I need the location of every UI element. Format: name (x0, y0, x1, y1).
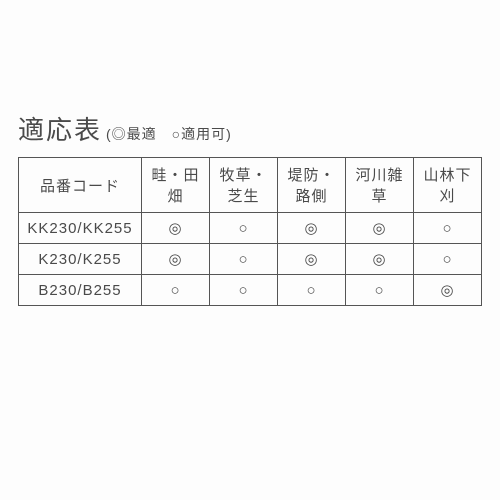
col-river: 河川雑草 (346, 158, 414, 213)
cell: ◎ (142, 213, 210, 244)
cell: ○ (414, 244, 482, 275)
cell-code: KK230/KK255 (19, 213, 142, 244)
cell-code: K230/K255 (19, 244, 142, 275)
table-title: 適応表 (18, 110, 102, 147)
cell: ○ (278, 275, 346, 306)
cell: ◎ (414, 275, 482, 306)
cell: ◎ (346, 244, 414, 275)
cell-code: B230/B255 (19, 275, 142, 306)
col-field: 畦・田畑 (142, 158, 210, 213)
cell: ○ (210, 213, 278, 244)
cell: ◎ (278, 244, 346, 275)
col-code: 品番コード (19, 158, 142, 213)
page: 適応表 (◎最適 ○適用可) 品番コード 畦・田畑 牧草・芝生 堤防・路側 河川… (0, 0, 500, 306)
col-bank: 堤防・路側 (278, 158, 346, 213)
cell: ○ (346, 275, 414, 306)
cell: ◎ (278, 213, 346, 244)
cell: ◎ (142, 244, 210, 275)
table-row: KK230/KK255 ◎ ○ ◎ ◎ ○ (19, 213, 482, 244)
col-grass: 牧草・芝生 (210, 158, 278, 213)
title-line: 適応表 (◎最適 ○適用可) (18, 110, 482, 147)
table-row: B230/B255 ○ ○ ○ ○ ◎ (19, 275, 482, 306)
compatibility-table: 品番コード 畦・田畑 牧草・芝生 堤防・路側 河川雑草 山林下刈 KK230/K… (18, 157, 482, 306)
table-legend: (◎最適 ○適用可) (106, 124, 232, 144)
cell: ○ (142, 275, 210, 306)
col-forest: 山林下刈 (414, 158, 482, 213)
table-header-row: 品番コード 畦・田畑 牧草・芝生 堤防・路側 河川雑草 山林下刈 (19, 158, 482, 213)
cell: ○ (210, 244, 278, 275)
cell: ○ (210, 275, 278, 306)
cell: ◎ (346, 213, 414, 244)
table-row: K230/K255 ◎ ○ ◎ ◎ ○ (19, 244, 482, 275)
cell: ○ (414, 213, 482, 244)
